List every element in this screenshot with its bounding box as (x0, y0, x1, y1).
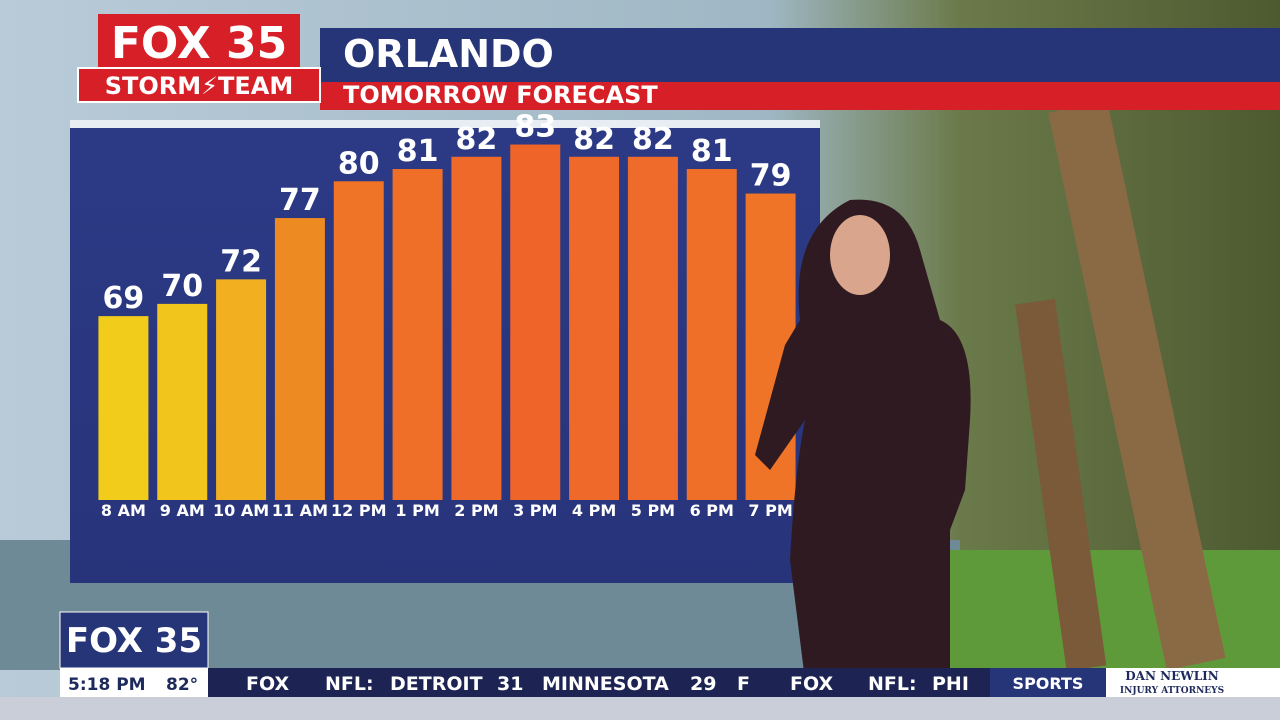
x-tick-label: 10 AM (213, 501, 269, 520)
lower-logo-box (59, 611, 209, 669)
x-tick-label: 9 AM (160, 501, 205, 520)
x-tick-label: 11 AM (272, 501, 328, 520)
chart: 69 8 AM 70 9 AM 72 10 AM 77 11 AM 80 12 PM 81 1 PM 8… (98, 110, 796, 520)
ticker-league: NFL: (868, 673, 917, 695)
bar (451, 156, 502, 500)
ticker-section: SPORTS (1013, 674, 1084, 693)
x-tick-label: 7 PM (748, 501, 792, 520)
value-label: 77 (279, 183, 321, 218)
presenter (755, 199, 971, 721)
bar (98, 316, 149, 500)
presenter-face (830, 215, 890, 295)
time: 5:18 PM (68, 675, 146, 695)
ticker-score: 29 (690, 673, 716, 695)
sponsor-sub: INJURY ATTORNEYS (1120, 686, 1224, 696)
lower-logo: FOX 35 (66, 621, 202, 661)
x-tick-label: 5 PM (631, 501, 675, 520)
header-sub-bar (320, 82, 1280, 110)
subtitle: TOMORROW FORECAST (343, 81, 658, 109)
ticker-brand: FOX (790, 673, 833, 695)
bar (274, 218, 325, 500)
value-label: 69 (103, 281, 145, 316)
lawn (950, 550, 1280, 670)
bottom-strip (0, 697, 1280, 720)
bar (157, 303, 208, 500)
x-tick-label: 4 PM (572, 501, 616, 520)
sponsor: DAN NEWLIN (1125, 669, 1219, 683)
header-bar (320, 28, 1280, 82)
section-box (990, 668, 1106, 697)
value-label: 83 (514, 110, 556, 145)
ticker-status: F (737, 673, 750, 695)
value-label: 81 (691, 134, 733, 169)
x-tick-label: 1 PM (395, 501, 439, 520)
logo: FOX 35 (111, 18, 287, 69)
value-label: 82 (573, 122, 615, 157)
ticker-score: 31 (497, 673, 523, 695)
sponsor-box (1106, 668, 1280, 697)
team: STORM⚡TEAM (105, 72, 294, 100)
temp: 82° (166, 675, 198, 695)
x-tick-label: 2 PM (454, 501, 498, 520)
value-label: 82 (632, 122, 674, 157)
ticker-brand: FOX (246, 673, 289, 695)
panel-edge (70, 120, 820, 128)
bar (216, 279, 267, 500)
bar (686, 169, 737, 500)
ticker-team: MINNESOTA (542, 673, 669, 695)
ticker-team: DETROIT (390, 673, 483, 695)
x-tick-label: 12 PM (331, 501, 386, 520)
value-label: 81 (397, 134, 439, 169)
time-box (60, 668, 208, 697)
bar (333, 181, 384, 500)
value-label: 79 (750, 159, 792, 194)
bar (510, 144, 561, 501)
logo-box (98, 14, 300, 68)
value-label: 80 (338, 146, 380, 181)
value-label: 82 (456, 122, 498, 157)
team-box (77, 67, 321, 103)
x-tick-label: 6 PM (690, 501, 734, 520)
x-tick-label: 3 PM (513, 501, 557, 520)
bar (627, 156, 678, 500)
ticker-team: PHI (932, 673, 969, 695)
city: ORLANDO (343, 32, 554, 76)
bar (569, 156, 620, 500)
x-tick-label: 8 AM (101, 501, 146, 520)
palm-trunk (1048, 100, 1226, 671)
value-label: 72 (220, 244, 262, 279)
value-label: 70 (161, 269, 203, 304)
ticker-league: NFL: (325, 673, 374, 695)
palm-trunk (1015, 298, 1107, 671)
bar (392, 169, 443, 500)
